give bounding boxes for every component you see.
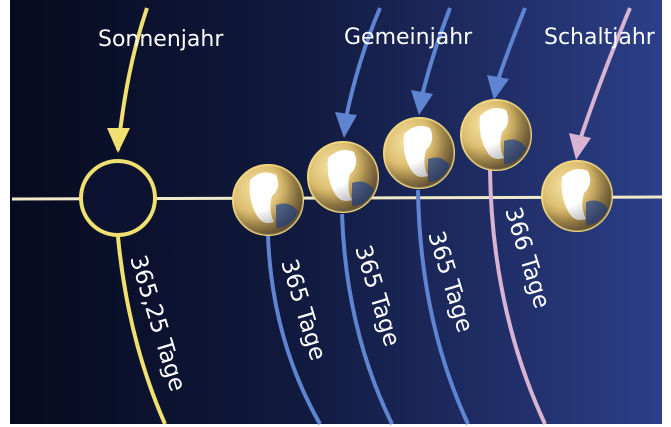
sun-year-marker-circle bbox=[79, 159, 157, 237]
common-year-duration-curve-2 bbox=[340, 213, 394, 425]
common-year-arrow-line-3 bbox=[496, 7, 527, 81]
earth-globe-1 bbox=[232, 164, 304, 236]
label-schaltjahr: Schaltjahr bbox=[544, 25, 656, 50]
leap-year-arrow-line bbox=[578, 7, 632, 141]
common-year-arrow-line-2 bbox=[420, 7, 452, 97]
earth-globe-4 bbox=[460, 99, 532, 171]
common-year-arrows bbox=[335, 7, 527, 138]
leap-year-arrow bbox=[569, 7, 632, 160]
label-sonnenjahr: Sonnenjahr bbox=[98, 27, 224, 52]
label-gemeinjahr: Gemeinjahr bbox=[344, 25, 473, 50]
earth-globe-5 bbox=[541, 160, 613, 232]
common-year-arrowhead-1 bbox=[335, 112, 357, 138]
common-year-arrow-line-1 bbox=[344, 7, 382, 119]
earth-globe-3 bbox=[383, 117, 455, 189]
common-year-duration-curve-3 bbox=[416, 189, 470, 425]
sun-year-arrowhead bbox=[107, 128, 130, 153]
earth-globe-2 bbox=[307, 141, 379, 213]
common-year-arrowhead-2 bbox=[411, 90, 433, 115]
sun-year-group bbox=[79, 7, 167, 425]
leap-year-arrowhead bbox=[569, 133, 591, 160]
common-year-arrowhead-3 bbox=[487, 75, 509, 100]
leap-year-duration-curve bbox=[488, 169, 547, 425]
common-year-duration-curve-1 bbox=[266, 235, 322, 425]
sun-year-duration-curve bbox=[116, 236, 167, 425]
